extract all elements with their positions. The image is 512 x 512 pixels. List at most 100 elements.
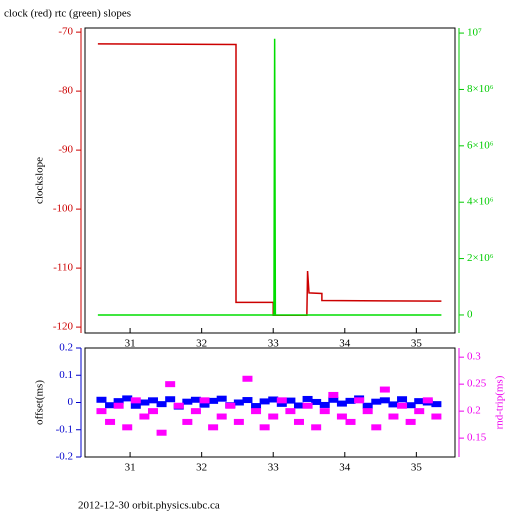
y-tick-label: -120 <box>53 321 74 333</box>
y2-tick-label: 0.2 <box>467 405 481 417</box>
y-tick-label: -100 <box>53 203 74 215</box>
data-point <box>319 401 330 408</box>
data-point <box>371 398 382 405</box>
data-point <box>233 399 244 406</box>
y-tick-label: -0.2 <box>56 451 73 463</box>
data-point <box>328 391 339 398</box>
data-point <box>147 397 158 404</box>
x-tick-label: 32 <box>196 338 207 350</box>
data-point <box>130 397 141 404</box>
data-point <box>199 397 210 404</box>
data-point <box>251 403 262 410</box>
data-point <box>336 413 347 420</box>
data-point <box>259 424 270 431</box>
data-point <box>397 396 408 403</box>
data-point <box>405 402 416 409</box>
y2-tick-label: 0.15 <box>467 432 487 444</box>
data-point <box>379 397 390 404</box>
x-tick-label: 34 <box>339 462 351 474</box>
y2-tick-label: 6×10⁶ <box>467 139 494 151</box>
data-point <box>422 397 433 404</box>
data-point <box>113 398 124 405</box>
data-point <box>96 396 107 403</box>
x-tick-label: 35 <box>411 462 423 474</box>
data-point <box>190 408 201 415</box>
data-point <box>105 402 116 409</box>
data-point <box>182 398 193 405</box>
y2-axis-label: rnd-trip(ms) <box>494 375 506 429</box>
data-point <box>285 397 296 404</box>
footer: 2012-12-30 orbit.physics.ubc.ca <box>78 500 220 512</box>
data-point <box>431 401 442 408</box>
x-tick-label: 35 <box>411 338 423 350</box>
data-point <box>362 402 373 409</box>
x-tick-label: 31 <box>125 462 136 474</box>
y2-tick-label: 4×10⁶ <box>467 196 494 208</box>
y-axis-label: clockslope <box>34 157 46 204</box>
data-point <box>414 398 425 405</box>
data-point <box>388 401 399 408</box>
data-point <box>362 408 373 415</box>
y2-tick-label: 0 <box>467 308 473 320</box>
y2-tick-label: 2×10⁶ <box>467 252 494 264</box>
data-point <box>397 402 408 409</box>
plot-frame <box>84 27 456 334</box>
y-tick-label: 0.2 <box>59 342 73 354</box>
data-line <box>97 38 442 316</box>
x-tick-label: 33 <box>268 338 280 350</box>
y2-tick-label: 0.3 <box>467 351 481 363</box>
data-point <box>216 413 227 420</box>
data-point <box>293 402 304 409</box>
data-point <box>285 408 296 415</box>
data-point <box>319 408 330 415</box>
data-point <box>216 395 227 402</box>
data-point <box>105 418 116 425</box>
data-point <box>139 413 150 420</box>
data-point <box>233 418 244 425</box>
data-point <box>293 418 304 425</box>
data-point <box>190 396 201 403</box>
data-point <box>328 396 339 403</box>
y-tick-label: 0.1 <box>59 369 73 381</box>
data-point <box>139 399 150 406</box>
data-point <box>302 402 313 409</box>
y-tick-label: -110 <box>53 262 73 274</box>
data-point <box>242 397 253 404</box>
data-point <box>431 413 442 420</box>
data-point <box>268 396 279 403</box>
y-tick-label: -0.1 <box>56 423 73 435</box>
data-point <box>379 386 390 393</box>
data-point <box>208 424 219 431</box>
data-point <box>147 408 158 415</box>
y2-tick-label: 8×10⁶ <box>467 83 494 95</box>
data-point <box>371 424 382 431</box>
data-point <box>345 397 356 404</box>
data-point <box>302 395 313 402</box>
data-point <box>251 408 262 415</box>
data-point <box>130 402 141 409</box>
y-tick-label: -80 <box>58 85 73 97</box>
data-point <box>122 395 133 402</box>
data-point <box>276 397 287 404</box>
data-point <box>208 397 219 404</box>
data-point <box>311 424 322 431</box>
data-point <box>165 381 176 388</box>
y2-tick-label: 0.25 <box>467 378 487 390</box>
data-point <box>336 400 347 407</box>
x-tick-label: 33 <box>268 462 280 474</box>
data-line <box>97 43 442 317</box>
data-point <box>259 398 270 405</box>
data-point <box>414 408 425 415</box>
y2-tick-label: 10⁷ <box>467 27 482 39</box>
data-point <box>156 401 167 408</box>
data-point <box>354 397 365 404</box>
y-tick-label: -90 <box>58 144 73 156</box>
data-point <box>96 408 107 415</box>
x-tick-label: 32 <box>196 462 207 474</box>
chart-title: clock (red) rtc (green) slopes <box>4 8 131 20</box>
data-point <box>182 418 193 425</box>
data-point <box>165 396 176 403</box>
plot-frame <box>84 347 456 458</box>
data-point <box>405 418 416 425</box>
